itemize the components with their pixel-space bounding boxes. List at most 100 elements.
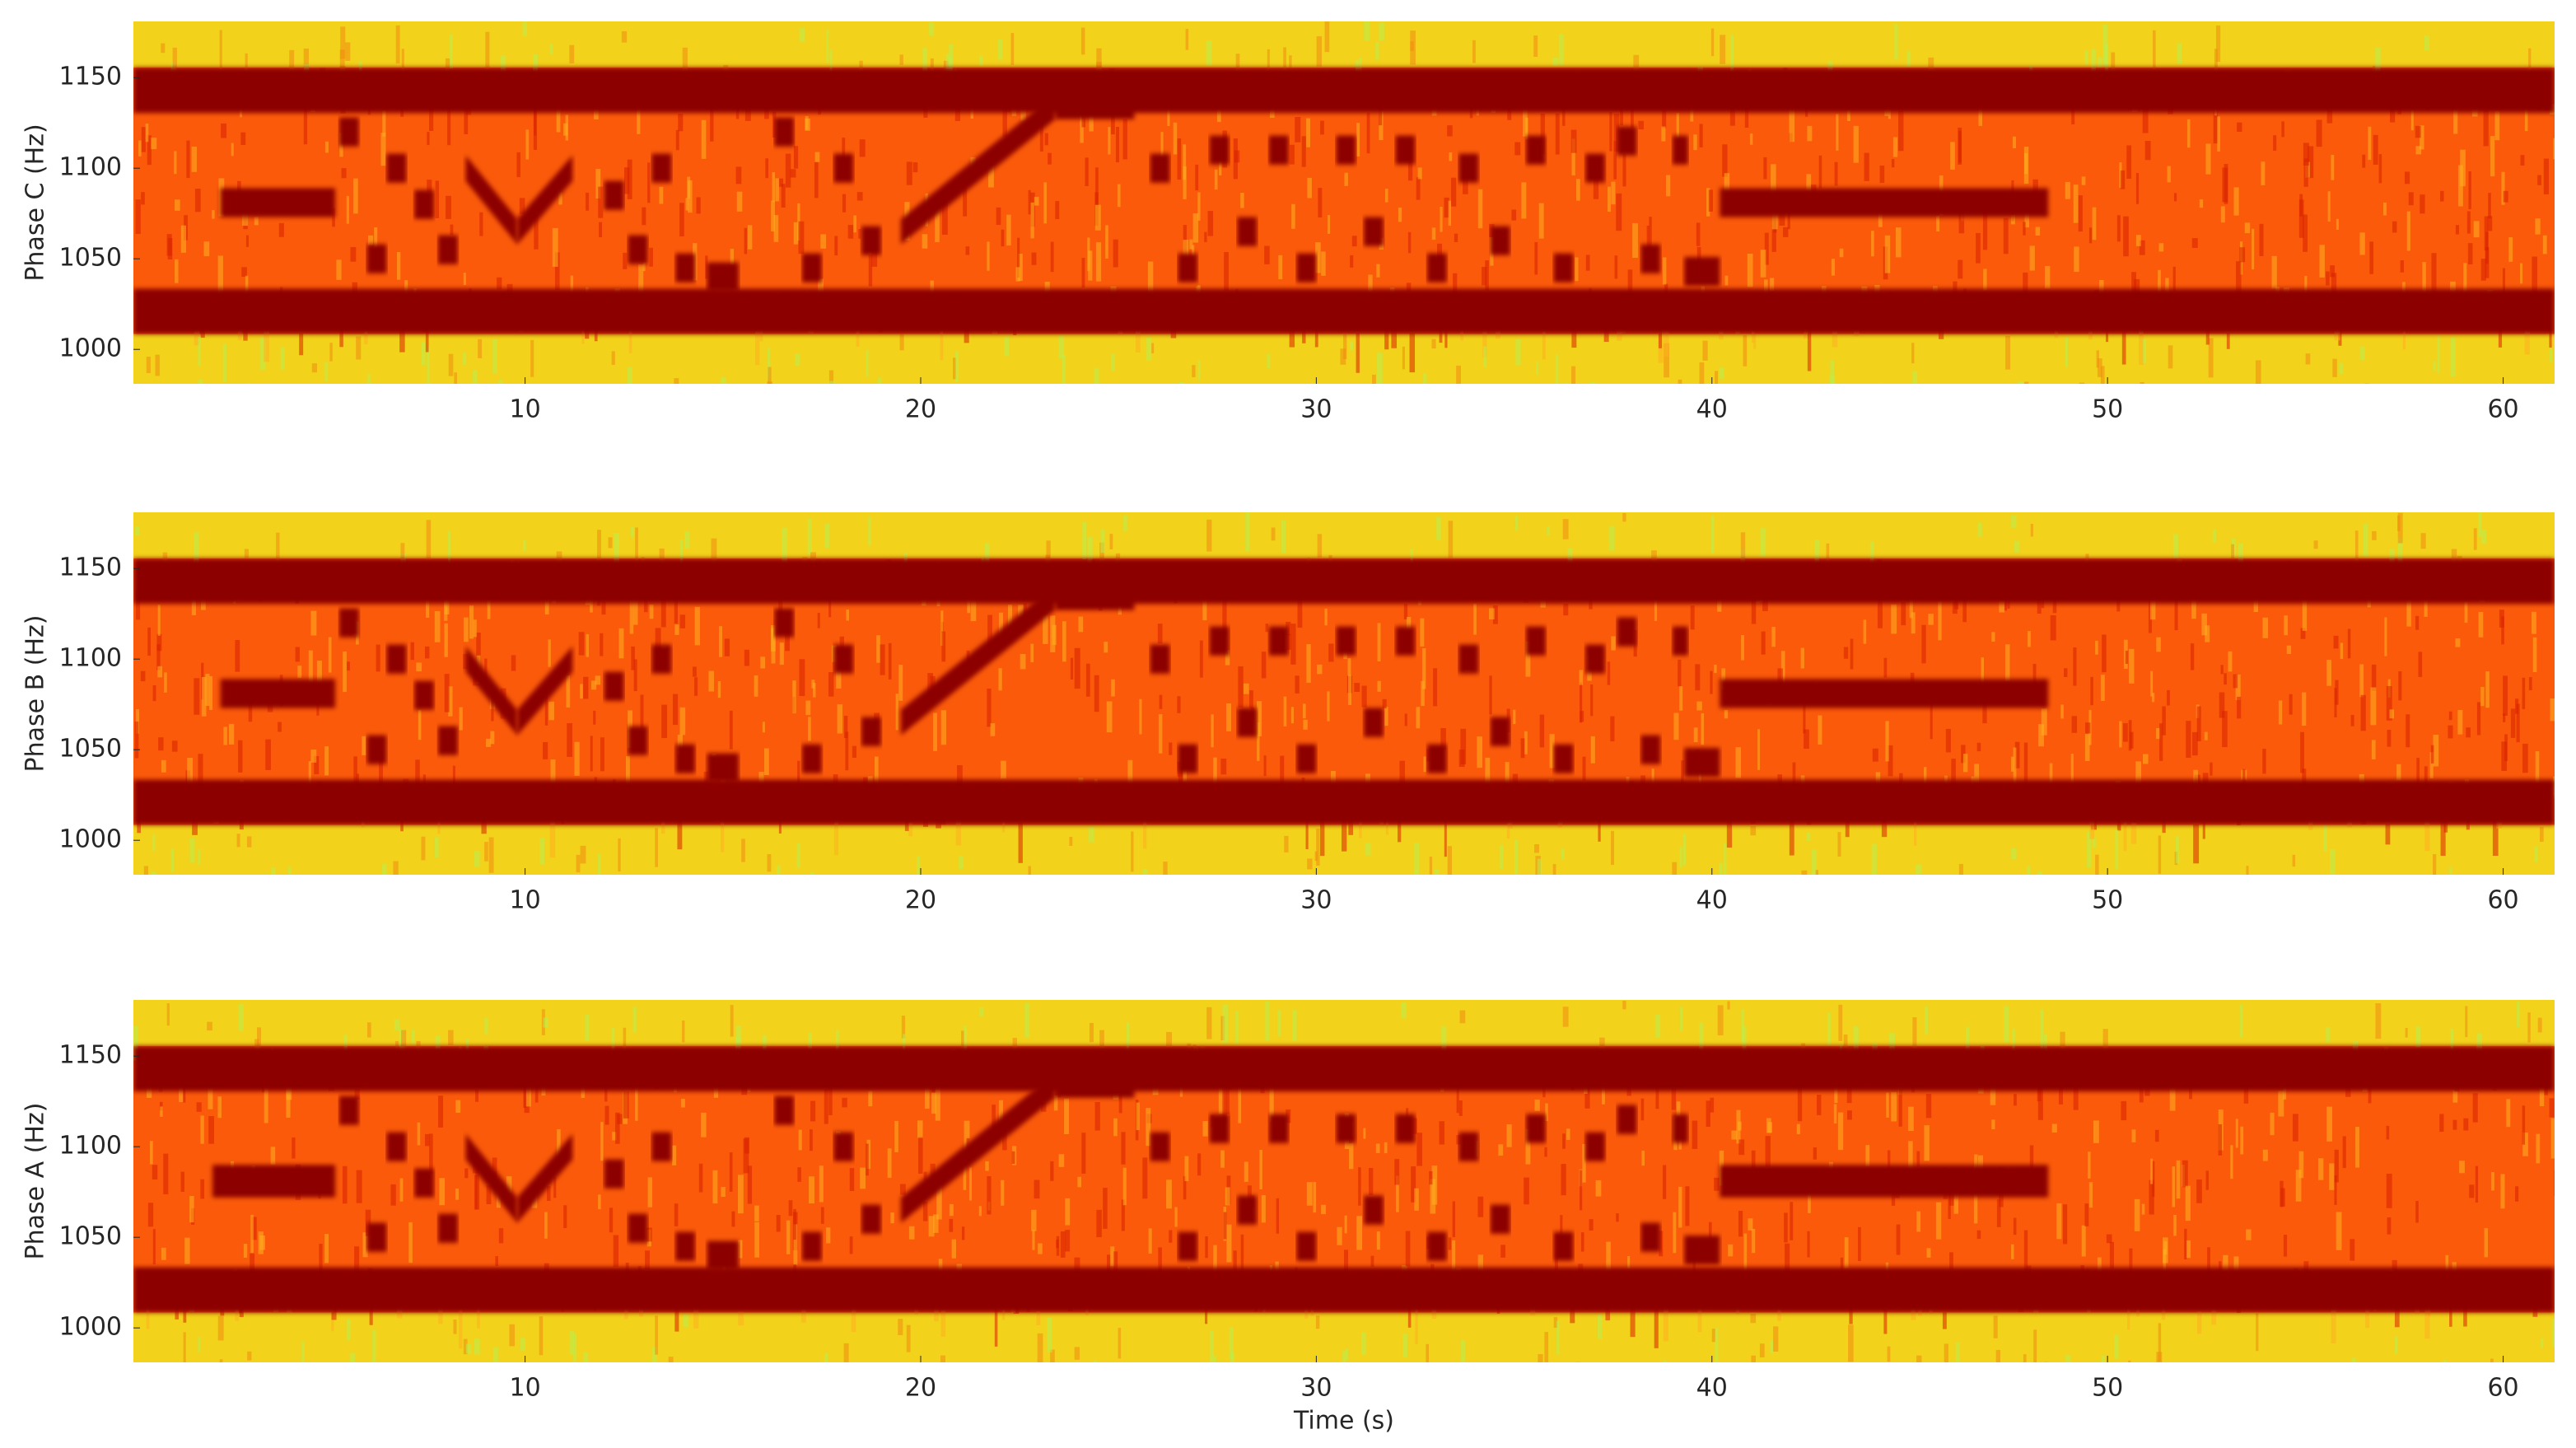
noise <box>1556 1320 1560 1355</box>
tone <box>220 188 335 217</box>
noise <box>647 162 651 203</box>
noise <box>2326 1026 2330 1043</box>
noise <box>566 675 571 708</box>
noise <box>2394 1303 2400 1328</box>
noise <box>522 21 528 37</box>
noise <box>444 674 450 712</box>
noise <box>1738 1211 1743 1237</box>
noise <box>1511 209 1517 221</box>
noise <box>2524 313 2530 355</box>
noise <box>1440 206 1443 232</box>
noise <box>453 1320 457 1334</box>
tone <box>801 1231 822 1261</box>
noise <box>1499 845 1504 869</box>
x-tick-label: 10 <box>509 395 540 424</box>
noise <box>2135 761 2142 789</box>
noise <box>1222 1005 1229 1044</box>
noise <box>1664 343 1669 378</box>
tone <box>1490 1204 1510 1234</box>
noise <box>1749 133 1753 145</box>
noise <box>2261 161 2266 185</box>
noise <box>1094 1360 1098 1362</box>
noise <box>941 201 948 235</box>
noise <box>1571 366 1576 384</box>
noise <box>2457 165 2463 207</box>
noise <box>1649 217 1652 255</box>
noise <box>1460 728 1467 764</box>
noise <box>2292 854 2296 867</box>
noise <box>332 208 335 227</box>
noise <box>618 838 621 871</box>
noise <box>1113 239 1118 268</box>
noise <box>455 1189 460 1200</box>
noise <box>997 40 1003 60</box>
tone <box>133 1046 2555 1092</box>
noise <box>1085 157 1089 186</box>
noise <box>1028 866 1031 875</box>
noise <box>187 758 194 787</box>
noise <box>1482 267 1487 286</box>
noise <box>2326 660 2332 686</box>
noise <box>954 351 959 382</box>
noise <box>2469 1184 2475 1198</box>
x-tick-label: 40 <box>1696 395 1728 424</box>
noise <box>1088 827 1094 843</box>
noise <box>632 1007 637 1033</box>
noise <box>2224 164 2228 204</box>
noise <box>2172 534 2179 558</box>
noise <box>1489 675 1492 715</box>
noise <box>674 1203 679 1226</box>
noise <box>2452 1119 2457 1130</box>
noise <box>808 717 811 741</box>
noise <box>2273 135 2277 152</box>
noise <box>963 1155 967 1190</box>
noise <box>1729 101 1735 126</box>
noise <box>1718 863 1723 875</box>
noise <box>1958 259 1963 279</box>
noise <box>1283 47 1286 72</box>
noise <box>1094 204 1101 231</box>
noise <box>2205 143 2211 175</box>
noise <box>894 1120 898 1152</box>
noise <box>1693 134 1697 151</box>
noise <box>2492 820 2499 857</box>
noise <box>679 539 684 572</box>
noise <box>2060 704 2064 719</box>
noise <box>1202 1121 1208 1137</box>
noise <box>1641 1151 1645 1166</box>
noise <box>608 537 613 549</box>
noise <box>2503 713 2506 722</box>
noise <box>1350 255 1354 268</box>
noise <box>567 723 573 757</box>
noise <box>2490 136 2495 177</box>
noise <box>1302 330 1306 343</box>
noise <box>465 1343 472 1354</box>
noise <box>1879 383 1884 384</box>
noise <box>2439 1114 2444 1133</box>
tone <box>1640 1222 1661 1252</box>
noise <box>618 628 624 659</box>
noise <box>444 623 448 657</box>
noise <box>412 1030 415 1044</box>
noise <box>1743 334 1748 367</box>
noise <box>2088 1182 2093 1208</box>
noise <box>1710 516 1715 554</box>
noise <box>777 865 781 875</box>
noise <box>2553 138 2555 160</box>
noise <box>2130 822 2137 844</box>
noise <box>2037 1085 2043 1120</box>
noise <box>2295 1170 2302 1202</box>
noise <box>1110 353 1116 371</box>
noise <box>1996 1199 2001 1227</box>
noise <box>1365 843 1371 856</box>
noise <box>2360 694 2366 731</box>
noise <box>2233 187 2239 216</box>
noise <box>825 1227 831 1244</box>
tone <box>628 726 648 755</box>
noise <box>1004 336 1010 357</box>
noise <box>949 1203 954 1217</box>
noise <box>576 854 581 873</box>
noise <box>547 1186 551 1201</box>
noise <box>1590 736 1595 764</box>
